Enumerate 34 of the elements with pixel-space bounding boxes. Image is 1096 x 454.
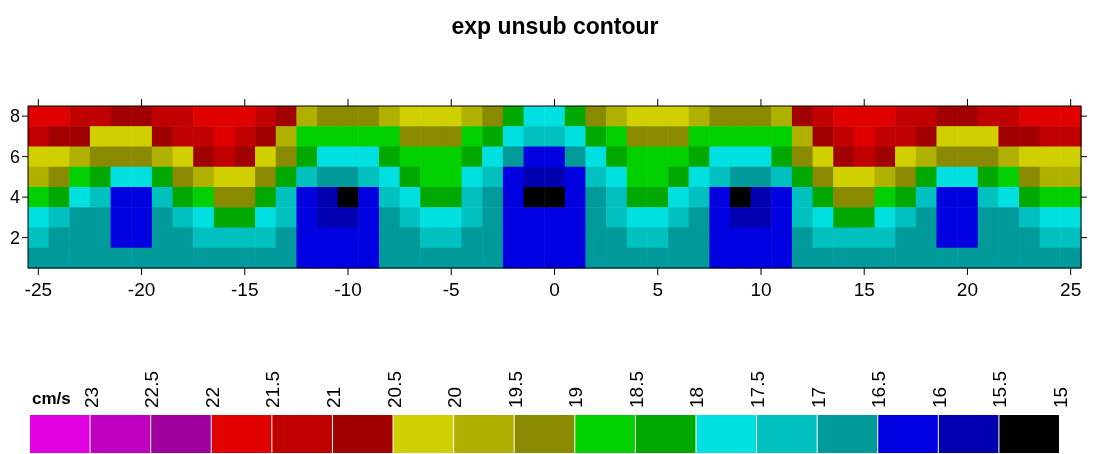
color-bar-label: 16.5 [868,371,890,408]
color-bar-label: 17 [807,386,829,408]
x-tick-label: -20 [127,279,156,300]
x-tick-label: 15 [853,279,875,300]
x-tick-label: 25 [1060,279,1082,300]
x-tick-label: -10 [334,279,362,300]
color-bar-label: 20.5 [383,371,405,408]
color-bar-label: 15 [1050,386,1071,408]
y-tick-label: 4 [9,187,20,208]
x-tick-label: 20 [956,279,979,300]
y-tick-label: 8 [9,106,20,127]
chart-title: exp unsub contour [451,13,659,39]
color-bar-label: 18.5 [625,371,647,408]
x-tick-label: -15 [231,279,259,300]
x-tick-label: 10 [750,279,772,300]
x-tick-label: 5 [652,279,664,300]
y-tick-label: 2 [9,227,20,248]
x-tick-label: -5 [442,279,460,300]
color-bar-label: 17.5 [747,371,769,408]
color-bar-label: 22.5 [141,371,163,408]
y-tick-label: 6 [9,146,20,167]
color-bar-label: 18 [686,386,708,408]
color-bar-label: 15.5 [989,371,1011,408]
color-bar-label: 19.5 [504,371,526,408]
color-bar-label: 23 [80,386,102,408]
color-bar-label: 21 [322,386,344,408]
color-bar-title: cm/s [32,389,71,408]
color-bar-label: 20 [444,386,466,408]
x-tick-label: 0 [549,279,560,300]
color-bar-label: 19 [565,386,587,408]
color-bar-label: 21.5 [262,371,284,408]
x-tick-label: -25 [24,279,53,300]
color-bar-label: 22 [201,386,223,408]
color-bar-label: 16 [928,386,950,408]
